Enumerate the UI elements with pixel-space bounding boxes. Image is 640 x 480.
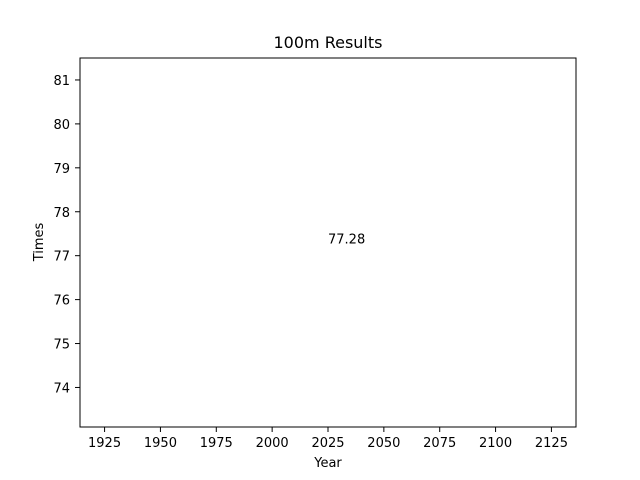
x-tick-label: 2000	[256, 436, 289, 451]
y-tick-label: 81	[53, 74, 70, 89]
x-tick-label: 2075	[423, 436, 456, 451]
y-tick-label: 76	[53, 294, 70, 309]
x-tick-label: 2025	[311, 436, 344, 451]
x-tick-label: 1925	[88, 436, 121, 451]
y-tick-label: 77	[53, 250, 70, 265]
x-axis: 1925 1950 1975 2000 2025 2050 2075 2100 2125	[88, 427, 568, 451]
data-label: 77.28	[328, 232, 365, 247]
y-tick-label: 79	[53, 162, 70, 177]
y-tick-label: 80	[53, 118, 70, 133]
y-tick-label: 75	[53, 338, 70, 353]
annotations: 77.28	[328, 232, 365, 247]
x-tick-label: 1975	[200, 436, 233, 451]
x-tick-label: 2100	[479, 436, 512, 451]
x-tick-label: 2125	[535, 436, 568, 451]
chart-title: 100m Results	[274, 33, 383, 52]
y-axis-label: Times	[32, 222, 47, 262]
y-axis: 74 75 76 77 78 79 80 81	[53, 74, 80, 396]
x-tick-label: 1950	[144, 436, 177, 451]
y-tick-label: 78	[53, 206, 70, 221]
y-tick-label: 74	[53, 381, 70, 396]
x-axis-label: Year	[313, 456, 342, 471]
x-tick-label: 2050	[367, 436, 400, 451]
